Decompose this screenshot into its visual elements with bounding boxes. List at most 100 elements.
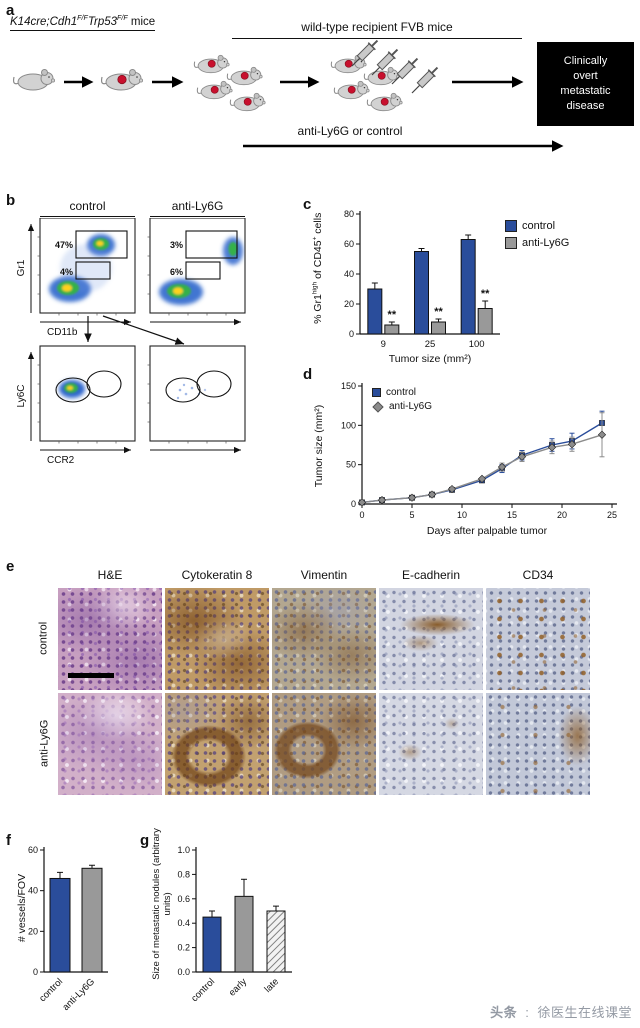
svg-text:25: 25 xyxy=(607,510,617,520)
ylabel-text: cells xyxy=(312,212,325,237)
legend-label: anti-Ly6G xyxy=(522,237,570,249)
bar-chart-nodule-size: 0.0 0.2 0.4 0.6 0.8 1.0 control early late xyxy=(177,845,292,1004)
svg-text:0.4: 0.4 xyxy=(177,918,190,928)
svg-text:40: 40 xyxy=(28,886,38,896)
control-ly6c-density xyxy=(59,380,85,398)
legend-label: control xyxy=(522,220,556,232)
outcome-line: Clinically xyxy=(563,55,608,68)
panel-e-label: e xyxy=(6,558,15,575)
panel-g-label: g xyxy=(140,832,150,849)
svg-text:10: 10 xyxy=(457,510,467,520)
gate-pct-anti-bottom: 6% xyxy=(170,267,183,277)
svg-text:0: 0 xyxy=(33,967,38,977)
anti-ly6g-marker xyxy=(372,400,384,413)
svg-text:80: 80 xyxy=(344,209,354,219)
svg-text:50: 50 xyxy=(346,460,356,470)
svg-text:**: ** xyxy=(434,306,443,318)
svg-text:9: 9 xyxy=(381,339,386,350)
svg-text:15: 15 xyxy=(507,510,517,520)
outcome-line: disease xyxy=(566,99,605,112)
anti-gr1-density xyxy=(159,237,243,305)
ihc-image-ecadherin-control xyxy=(379,588,483,690)
svg-text:20: 20 xyxy=(344,299,354,309)
svg-text:Tumor size (mm²): Tumor size (mm²) xyxy=(389,353,471,365)
svg-text:0.2: 0.2 xyxy=(177,943,190,953)
flow-header-anti-ly6g: anti-Ly6G xyxy=(150,199,245,217)
flow-cytometry-plots-svg: 47% 4% 3% 6% Gr1 CD11b Ly6C CCR2 xyxy=(16,218,246,466)
svg-text:20: 20 xyxy=(28,926,38,936)
svg-text:60: 60 xyxy=(28,845,38,855)
svg-text:20: 20 xyxy=(557,510,567,520)
experiment-schematic-svg xyxy=(12,38,564,152)
ylabel-sup: high xyxy=(311,281,319,295)
svg-text:5: 5 xyxy=(409,510,414,520)
gate-ellipse-anti-right xyxy=(196,370,232,398)
ylabel-text: % Gr1 xyxy=(312,294,325,324)
row-label-control: control xyxy=(37,621,50,655)
svg-text:0: 0 xyxy=(349,329,354,339)
outcome-box: Clinically overt metastatic disease xyxy=(537,42,634,126)
svg-text:early: early xyxy=(227,976,250,999)
svg-text:25: 25 xyxy=(425,339,436,350)
recipient-mice-group xyxy=(194,55,265,110)
legend-item-anti-ly6g: anti-Ly6G xyxy=(505,237,569,249)
svg-text:**: ** xyxy=(388,309,397,321)
ihc-image-cytokeratin8-control xyxy=(165,588,269,690)
svg-text:control: control xyxy=(189,976,217,1004)
gate-gr1-high-anti xyxy=(185,230,238,259)
ihc-image-cytokeratin8-anti-ly6g xyxy=(165,693,269,795)
svg-text:0: 0 xyxy=(351,499,356,509)
svg-text:100: 100 xyxy=(469,339,485,350)
stain-header-cytokeratin8: Cytokeratin 8 xyxy=(181,568,253,582)
gate-pct-anti-top: 3% xyxy=(170,240,183,250)
donor-label-sup1: F/F xyxy=(77,14,88,22)
watermark-account: 徐医生在线课堂 xyxy=(537,1005,632,1020)
gate-gr1-mid-control xyxy=(75,261,111,280)
panel-d-label: d xyxy=(303,366,313,383)
ccr2-axis-label: CCR2 xyxy=(47,455,75,466)
gate-connector-arrow-diagonal xyxy=(102,315,185,345)
ylabel-sup: + xyxy=(311,236,319,241)
stain-header-vimentin: Vimentin xyxy=(300,568,348,582)
treatment-label: anti-Ly6G or control xyxy=(297,124,403,138)
legend-item-anti-ly6g: anti-Ly6G xyxy=(372,400,432,413)
legend-item-control: control xyxy=(372,387,432,398)
donor-label-text: K14cre;Cdh1 xyxy=(10,15,78,28)
outcome-line: metastatic xyxy=(560,85,611,97)
gate-gr1-mid-anti xyxy=(185,261,221,280)
panel-c-ylabel: % Gr1high of CD45+ cells xyxy=(312,183,325,353)
svg-text:0.0: 0.0 xyxy=(177,967,190,977)
panel-f-ylabel: # vessels/FOV xyxy=(15,873,28,943)
svg-text:0.6: 0.6 xyxy=(177,894,190,904)
panel-f-label: f xyxy=(6,832,11,849)
donor-label-mice: mice xyxy=(127,15,156,28)
ihc-image-vimentin-control xyxy=(272,588,376,690)
gate-ellipse-control-right xyxy=(86,370,122,398)
svg-text:0: 0 xyxy=(359,510,364,520)
svg-text:60: 60 xyxy=(344,239,354,249)
tumor-bearing-mouse xyxy=(102,70,143,91)
svg-text:40: 40 xyxy=(344,269,354,279)
recipient-mice-label: wild-type recipient FVB mice xyxy=(232,20,522,39)
donor-label-sup2: F/F xyxy=(117,14,128,22)
panel-g-ylabel: Size of metastatic nodules (arbitrary un… xyxy=(151,828,173,980)
gr1-axis-label: Gr1 xyxy=(16,259,27,276)
flow-plot-anti-ly6c xyxy=(149,345,246,442)
legend-item-control: control xyxy=(505,220,569,232)
outcome-line: overt xyxy=(573,70,598,83)
panel-c-legend: control anti-Ly6G xyxy=(505,220,569,254)
ihc-image-vimentin-anti-ly6g xyxy=(272,693,376,795)
svg-text:control: control xyxy=(37,976,65,1004)
treated-mice-group xyxy=(331,55,402,110)
panel-b-label: b xyxy=(6,192,16,209)
scale-bar xyxy=(68,673,114,678)
ihc-image-cd34-control xyxy=(486,588,590,690)
svg-text:150: 150 xyxy=(341,381,356,391)
flow-header-control: control xyxy=(40,199,135,217)
svg-text:0.8: 0.8 xyxy=(177,869,190,879)
svg-text:Days after palpable tumor: Days after palpable tumor xyxy=(427,525,548,537)
anti-ly6c-density xyxy=(176,383,207,400)
ihc-image-ecadherin-anti-ly6g xyxy=(379,693,483,795)
svg-text:**: ** xyxy=(481,288,490,300)
